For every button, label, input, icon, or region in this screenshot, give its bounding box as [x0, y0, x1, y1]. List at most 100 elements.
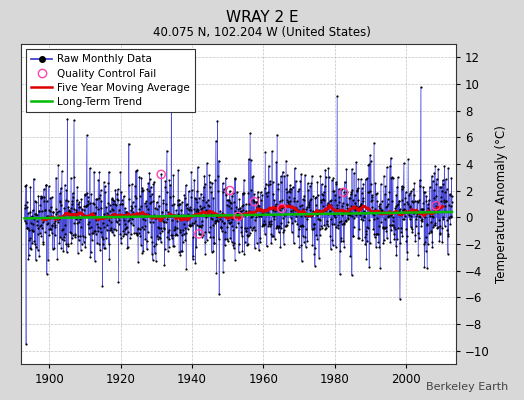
Point	[126, 214, 135, 220]
Point	[73, 220, 82, 226]
Point	[86, 254, 94, 260]
Point	[150, 250, 159, 256]
Point	[82, 203, 91, 210]
Point	[335, 271, 344, 278]
Point	[122, 208, 130, 215]
Point	[325, 201, 333, 208]
Point	[50, 220, 58, 226]
Point	[268, 148, 276, 154]
Point	[46, 195, 54, 202]
Point	[380, 225, 389, 232]
Point	[103, 212, 111, 219]
Point	[239, 202, 247, 208]
Point	[156, 230, 164, 236]
Point	[124, 229, 132, 235]
Point	[299, 206, 308, 212]
Point	[415, 235, 423, 242]
Point	[303, 238, 312, 244]
Point	[316, 197, 325, 204]
Point	[182, 266, 190, 272]
Point	[144, 211, 152, 217]
Point	[60, 204, 68, 211]
Point	[390, 209, 399, 215]
Point	[56, 234, 64, 240]
Point	[398, 196, 406, 203]
Point	[66, 210, 74, 216]
Point	[72, 208, 80, 215]
Point	[215, 291, 223, 297]
Point	[196, 206, 205, 212]
Point	[260, 222, 268, 228]
Point	[37, 222, 46, 228]
Point	[414, 252, 422, 258]
Point	[190, 206, 199, 212]
Point	[336, 218, 345, 224]
Point	[375, 223, 383, 229]
Point	[231, 208, 239, 214]
Point	[438, 225, 446, 232]
Point	[330, 220, 338, 227]
Point	[379, 240, 388, 246]
Point	[48, 222, 57, 228]
Point	[121, 226, 129, 232]
Point	[443, 227, 452, 233]
Point	[144, 206, 152, 213]
Point	[206, 234, 215, 240]
Point	[64, 203, 73, 210]
Point	[72, 207, 80, 214]
Point	[64, 243, 72, 249]
Point	[445, 202, 454, 209]
Point	[127, 207, 135, 213]
Point	[169, 243, 178, 249]
Point	[268, 212, 277, 219]
Point	[378, 209, 386, 215]
Point	[118, 214, 127, 220]
Point	[419, 200, 428, 206]
Point	[215, 213, 224, 219]
Point	[280, 227, 288, 233]
Point	[372, 190, 380, 197]
Point	[25, 227, 33, 234]
Point	[74, 237, 83, 244]
Point	[127, 202, 136, 209]
Point	[220, 186, 228, 192]
Point	[155, 224, 163, 231]
Point	[128, 216, 136, 222]
Point	[110, 226, 118, 232]
Point	[164, 229, 172, 236]
Point	[448, 193, 456, 200]
Point	[402, 226, 410, 233]
Point	[435, 230, 444, 236]
Point	[161, 178, 170, 184]
Point	[265, 221, 274, 228]
Point	[102, 235, 110, 241]
Point	[305, 197, 314, 204]
Point	[338, 203, 346, 210]
Point	[83, 194, 92, 200]
Point	[134, 259, 142, 265]
Point	[282, 157, 290, 164]
Point	[102, 210, 111, 216]
Point	[145, 212, 153, 218]
Point	[254, 202, 263, 208]
Point	[444, 251, 452, 257]
Point	[423, 201, 432, 207]
Point	[64, 208, 73, 214]
Point	[198, 234, 206, 240]
Point	[71, 232, 80, 238]
Point	[404, 156, 412, 163]
Point	[34, 230, 42, 237]
Point	[422, 193, 431, 199]
Point	[77, 196, 85, 202]
Point	[23, 204, 31, 210]
Point	[234, 213, 242, 220]
Point	[286, 188, 294, 195]
Point	[307, 196, 315, 202]
Point	[304, 201, 313, 208]
Point	[255, 213, 263, 220]
Point	[21, 201, 29, 208]
Point	[150, 243, 159, 249]
Point	[331, 197, 340, 203]
Point	[394, 174, 402, 180]
Point	[278, 205, 286, 212]
